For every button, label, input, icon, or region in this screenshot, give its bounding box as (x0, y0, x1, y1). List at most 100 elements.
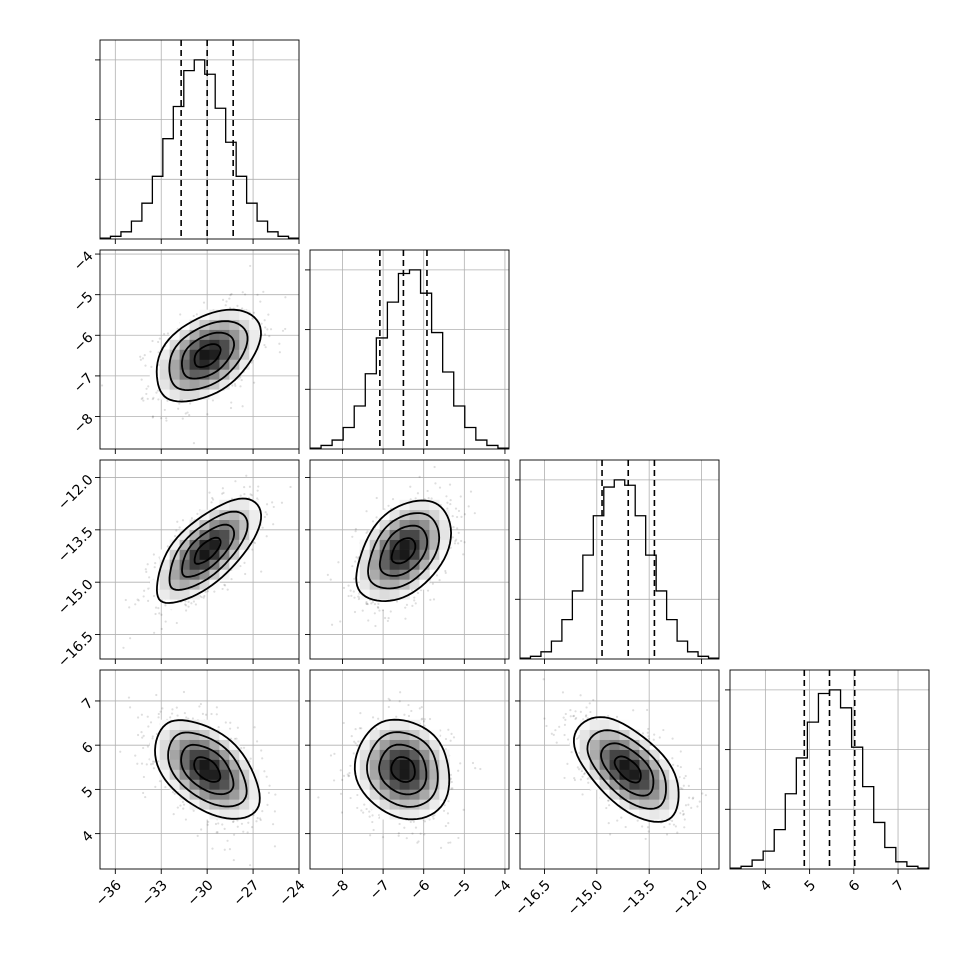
density-cell (399, 569, 410, 580)
density-cell (179, 349, 190, 360)
density-cell (209, 359, 220, 370)
density-cell (409, 529, 420, 540)
density-cell (199, 739, 210, 750)
sample-point (342, 586, 346, 590)
sample-point (202, 301, 206, 304)
sample-point (395, 715, 398, 718)
density-cell (369, 759, 380, 770)
contour-line (154, 719, 261, 820)
sample-point (350, 735, 353, 738)
sample-point (202, 596, 205, 599)
density-cell (229, 809, 240, 820)
density-cell (419, 529, 430, 540)
density-cell (249, 789, 260, 800)
sample-point (243, 493, 246, 496)
sample-point (450, 787, 453, 790)
density-cell (389, 509, 400, 520)
sample-point (184, 603, 187, 606)
density-cell (409, 499, 420, 511)
density-cell (179, 759, 190, 770)
sample-point (267, 313, 270, 316)
sample-point (204, 590, 207, 593)
density-cell (149, 579, 160, 590)
sample-point (136, 598, 139, 601)
sample-point (223, 584, 227, 587)
density-cell (169, 589, 180, 600)
sample-point (438, 578, 441, 582)
density-cell (219, 509, 230, 520)
density-cell (199, 749, 210, 760)
sample-point (260, 570, 263, 573)
sample-point (269, 328, 273, 331)
sample-point (405, 603, 409, 606)
sample-point (353, 596, 356, 599)
sample-point (423, 724, 426, 727)
density-cell (219, 329, 230, 340)
density-cell (219, 799, 230, 810)
sample-point (358, 727, 361, 730)
density-cell (439, 539, 450, 550)
sample-point (244, 293, 247, 296)
sample-point (256, 489, 259, 492)
sample-point (211, 847, 214, 850)
sample-point (391, 498, 395, 501)
density-cell (219, 769, 230, 780)
panel-frame (519, 459, 720, 660)
sample-point (452, 736, 456, 739)
sample-point (157, 712, 160, 716)
sample-point (347, 774, 351, 777)
sample-point (456, 527, 459, 530)
sample-point (164, 604, 167, 607)
density-cell (199, 369, 210, 380)
density-cell (239, 769, 250, 780)
sample-point (192, 809, 195, 812)
density-cell (179, 389, 190, 400)
density-cell (169, 579, 180, 590)
density-cell (369, 749, 380, 760)
sample-point (365, 602, 369, 606)
density-cell (399, 499, 410, 511)
density-cell (219, 309, 230, 320)
density-cell (209, 329, 220, 340)
sample-point (223, 848, 226, 851)
sample-point (412, 820, 415, 823)
sample-point (158, 337, 161, 340)
sample-point (225, 300, 228, 303)
sample-point (203, 594, 206, 598)
sample-point (140, 731, 143, 734)
density-cell (199, 809, 210, 820)
density-cell (209, 779, 220, 790)
panel-frame (99, 669, 300, 870)
contour-line (355, 499, 453, 603)
density-cell (219, 739, 230, 750)
density-cell (229, 759, 240, 770)
sample-point (242, 746, 246, 749)
sample-point (265, 513, 269, 516)
sample-point (462, 553, 465, 556)
sample-point (201, 712, 204, 716)
density-cell (209, 349, 220, 360)
density-cell (199, 779, 210, 790)
density-cell (239, 329, 250, 340)
sample-point (339, 620, 342, 623)
sample-point (157, 607, 160, 610)
sample-point (268, 784, 271, 787)
sample-point (140, 762, 144, 765)
sample-point (365, 531, 368, 535)
density-cell (209, 519, 220, 530)
sample-point (216, 831, 219, 834)
sample-point (422, 720, 426, 723)
density-cell (189, 749, 200, 760)
sample-point (251, 317, 254, 320)
density-cell (369, 569, 380, 580)
sample-point (317, 796, 320, 799)
sample-point (347, 594, 350, 598)
sample-point (149, 763, 153, 766)
sample-point (357, 597, 361, 601)
density-cell (159, 769, 170, 780)
sample-point (230, 577, 233, 581)
sample-point (249, 493, 252, 496)
density-cell (159, 379, 170, 390)
sample-point (266, 803, 269, 806)
sample-point (387, 504, 390, 507)
